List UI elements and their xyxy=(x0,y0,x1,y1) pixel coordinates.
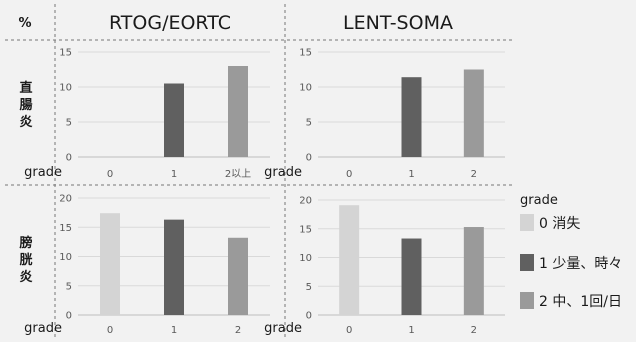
y-tick-label: 20 xyxy=(59,194,72,205)
legend-label: 1 少量、時々 xyxy=(539,256,622,272)
y-tick-label: 10 xyxy=(59,83,72,94)
x-tick-label: 2 xyxy=(471,325,477,336)
bar-chart-panel: 0 5 10 15 0 1 2 grade xyxy=(264,48,505,180)
bar xyxy=(100,213,120,315)
y-tick-label: 5 xyxy=(306,118,312,129)
x-tick-label: 2以上 xyxy=(225,168,251,180)
legend-title: grade xyxy=(520,193,558,208)
x-tick-label: 0 xyxy=(346,325,352,336)
legend-label: 0 消失 xyxy=(539,216,580,232)
x-tick-label: 2 xyxy=(471,169,477,180)
y-tick-label: 0 xyxy=(66,153,72,164)
column-title-lent: LENT-SOMA xyxy=(343,12,453,34)
bar xyxy=(164,219,184,315)
x-axis-title: grade xyxy=(24,165,62,180)
x-tick-label: 1 xyxy=(408,325,414,336)
bar xyxy=(228,66,248,157)
bar xyxy=(401,238,422,315)
x-axis-title: grade xyxy=(264,321,302,336)
y-tick-label: 15 xyxy=(59,223,72,234)
legend-swatch xyxy=(520,254,534,271)
bar xyxy=(228,237,248,315)
bar xyxy=(401,77,422,157)
y-tick-label: 10 xyxy=(299,83,312,94)
y-tick-label: 0 xyxy=(306,153,312,164)
y-tick-label: 15 xyxy=(59,48,72,59)
x-tick-label: 2 xyxy=(235,325,241,336)
bar-chart-panel: 0 5 10 15 20 0 1 2 grade xyxy=(264,196,505,336)
x-axis-title: grade xyxy=(264,165,302,180)
y-tick-label: 5 xyxy=(66,281,72,292)
y-tick-label: 0 xyxy=(66,311,72,322)
y-tick-label: 0 xyxy=(306,311,312,322)
x-axis-title: grade xyxy=(24,321,62,336)
row-title-cystitis: 膀胱炎 xyxy=(18,235,32,285)
legend-swatch xyxy=(520,292,534,309)
column-title-rtog: RTOG/EORTC xyxy=(109,12,231,34)
bar-chart-panel: 0 5 10 15 20 0 1 2 grade xyxy=(24,194,270,336)
bar xyxy=(339,205,360,315)
x-tick-label: 0 xyxy=(107,325,113,336)
y-tick-label: 15 xyxy=(299,48,312,59)
legend-label: 2 中、1回/日 xyxy=(539,294,622,310)
y-tick-label: 20 xyxy=(299,196,312,207)
bar xyxy=(164,83,184,157)
y-tick-label: 10 xyxy=(299,253,312,264)
percent-label: % xyxy=(18,16,31,31)
legend: grade 0 消失 1 少量、時々 2 中、1回/日 xyxy=(520,193,622,310)
y-tick-label: 10 xyxy=(59,252,72,263)
bar-chart-panel: 0 5 10 15 0 1 2以上 grade xyxy=(24,48,270,180)
bar xyxy=(463,227,484,315)
y-tick-label: 15 xyxy=(299,224,312,235)
x-tick-label: 0 xyxy=(346,169,352,180)
x-tick-label: 1 xyxy=(408,169,414,180)
x-tick-label: 0 xyxy=(107,169,113,180)
y-tick-label: 5 xyxy=(66,118,72,129)
row-title-rectitis: 直腸炎 xyxy=(19,80,32,130)
y-tick-label: 5 xyxy=(306,282,312,293)
x-tick-label: 1 xyxy=(171,169,177,180)
bar xyxy=(463,69,484,157)
x-tick-label: 1 xyxy=(171,325,177,336)
legend-swatch xyxy=(520,214,534,231)
